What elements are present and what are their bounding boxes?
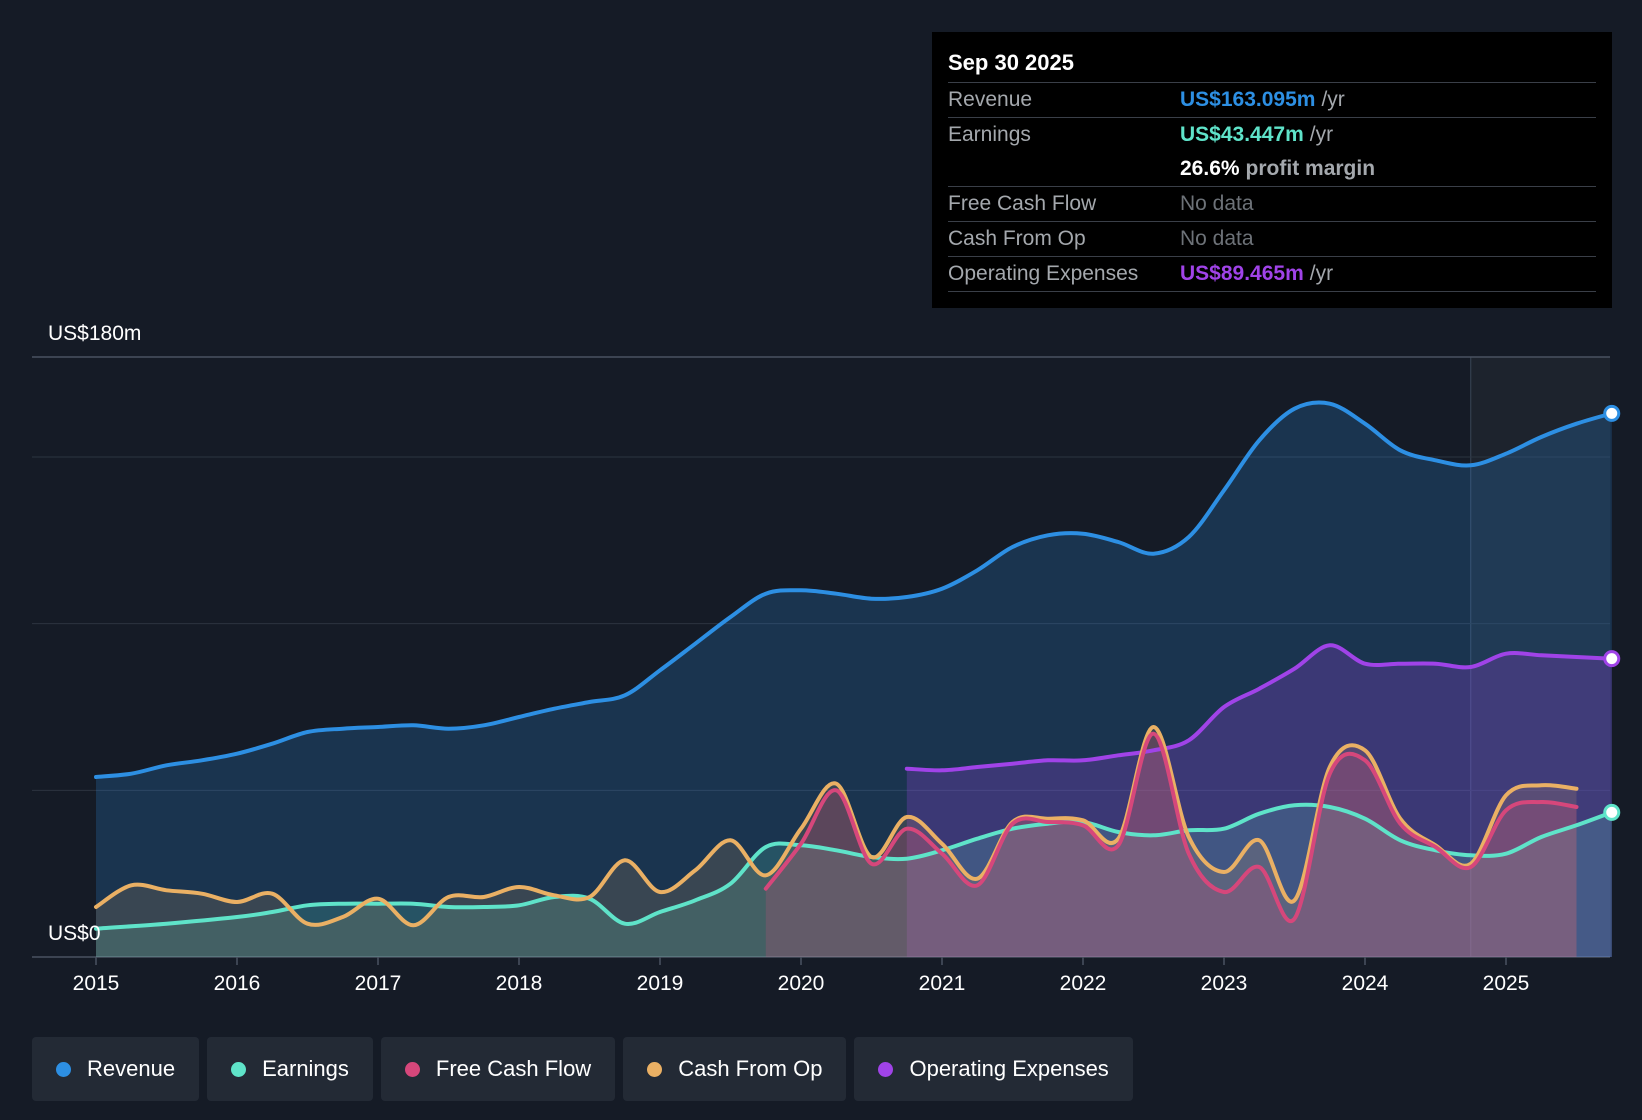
x-tick-label-2019: 2019 [637, 972, 684, 995]
tooltip-row-earnings: Earnings US$43.447m /yr [948, 118, 1596, 152]
earnings-area [96, 804, 1612, 957]
y-axis-bottom-label: US$0 [48, 922, 101, 945]
y-axis-top-label: US$180m [48, 322, 141, 345]
tooltip-row-fcf: Free Cash Flow No data [948, 187, 1596, 222]
legend: Revenue Earnings Free Cash Flow Cash Fro… [32, 1037, 1133, 1101]
earnings-end-dot[interactable] [1603, 803, 1621, 821]
tooltip-fcf-value: No data [1180, 192, 1254, 215]
tooltip-revenue-value: US$163.095m [1180, 88, 1316, 111]
series-lines [94, 400, 1614, 931]
tooltip-earnings-unit: /yr [1309, 123, 1334, 146]
free-cash-flow-line [763, 731, 1579, 924]
operating-expenses-line [904, 643, 1614, 773]
legend-label-fcf: Free Cash Flow [435, 1056, 592, 1081]
x-tick-label-2022: 2022 [1060, 972, 1107, 995]
x-tick-label-2016: 2016 [214, 972, 261, 995]
x-tick-label-2015: 2015 [73, 972, 120, 995]
cfo-dot-icon [647, 1061, 663, 1077]
legend-item-fcf[interactable]: Free Cash Flow [380, 1037, 616, 1101]
x-tick-label-2021: 2021 [919, 972, 966, 995]
cash-from-op-line [94, 724, 1579, 928]
x-tick-label-2025: 2025 [1483, 972, 1530, 995]
tooltip-cfo-label: Cash From Op [948, 227, 1086, 250]
tooltip-margin-text: profit margin [1245, 157, 1376, 180]
revenue-area [96, 402, 1612, 958]
legend-label-revenue: Revenue [87, 1056, 176, 1081]
legend-label-cfo: Cash From Op [678, 1056, 823, 1081]
legend-item-cfo[interactable]: Cash From Op [623, 1037, 847, 1101]
revenue-line [94, 400, 1614, 779]
x-tick-label-2017: 2017 [355, 972, 402, 995]
cash-from-op-area [96, 726, 1577, 957]
tooltip-row-opex: Operating Expenses US$89.465m /yr [948, 257, 1596, 292]
opex-dot-icon [878, 1061, 894, 1077]
legend-item-opex[interactable]: Operating Expenses [854, 1037, 1133, 1101]
x-tick-label-2024: 2024 [1342, 972, 1389, 995]
tooltip-opex-unit: /yr [1309, 262, 1334, 285]
revenue-end-dot[interactable] [1603, 404, 1621, 422]
operating-expenses-area [906, 645, 1612, 957]
earnings-dot-icon [231, 1061, 247, 1077]
chart: 2015 2016 2017 2018 2019 2020 2021 2022 2023 2024… [32, 322, 1621, 995]
legend-item-revenue[interactable]: Revenue [32, 1037, 200, 1101]
tooltip-panel: Sep 30 2025 Revenue US$163.095m /yr Earn… [932, 32, 1612, 308]
fcf-dot-icon [404, 1061, 420, 1077]
series-areas [96, 402, 1612, 958]
tooltip-row-cfo: Cash From Op No data [948, 222, 1596, 257]
tooltip-revenue-unit: /yr [1321, 88, 1345, 111]
tooltip-revenue-label: Revenue [948, 88, 1033, 111]
tooltip-row-margin: 26.6% profit margin [948, 152, 1596, 187]
tooltip-earnings-label: Earnings [948, 123, 1031, 146]
tooltip-earnings-value: US$43.447m [1180, 123, 1304, 146]
x-tick-label-2018: 2018 [496, 972, 543, 995]
legend-label-opex: Operating Expenses [909, 1056, 1109, 1081]
revenue-dot-icon [56, 1061, 71, 1077]
free-cash-flow-area [765, 733, 1577, 957]
legend-label-earnings: Earnings [262, 1056, 349, 1081]
x-tick-label-2023: 2023 [1201, 972, 1248, 995]
legend-item-earnings[interactable]: Earnings [207, 1037, 373, 1101]
tooltip-margin-value: 26.6% [1180, 157, 1240, 180]
tooltip-cfo-value: No data [1180, 227, 1254, 250]
x-axis: 2015 2016 2017 2018 2019 2020 2021 2022 2023 2024… [73, 957, 1530, 995]
tooltip-date: Sep 30 2025 [948, 46, 1596, 83]
operating-expenses-end-dot[interactable] [1603, 650, 1621, 668]
x-tick-label-2020: 2020 [778, 972, 825, 995]
tooltip-row-revenue: Revenue US$163.095m /yr [948, 83, 1596, 118]
tooltip-opex-label: Operating Expenses [948, 262, 1139, 285]
gridlines [32, 356, 1610, 958]
series-end-dots [1603, 404, 1621, 821]
tooltip-opex-value: US$89.465m [1180, 262, 1304, 285]
tooltip-fcf-label: Free Cash Flow [948, 192, 1097, 215]
